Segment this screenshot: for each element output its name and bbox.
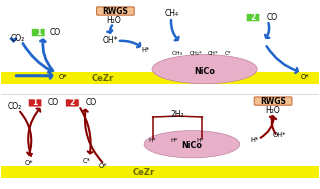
Text: 2: 2 — [251, 13, 256, 22]
FancyBboxPatch shape — [246, 14, 260, 22]
Text: O*: O* — [98, 163, 107, 169]
Text: 2: 2 — [70, 98, 75, 107]
Ellipse shape — [144, 131, 240, 158]
FancyBboxPatch shape — [32, 29, 45, 36]
Text: CH₃: CH₃ — [172, 51, 183, 56]
Text: 2H₂: 2H₂ — [171, 110, 184, 119]
Text: O*: O* — [301, 74, 309, 80]
Text: 1: 1 — [32, 98, 38, 107]
FancyBboxPatch shape — [97, 7, 134, 15]
Text: C*: C* — [83, 158, 91, 164]
Text: H*: H* — [251, 137, 259, 143]
Text: CO: CO — [267, 13, 278, 22]
Ellipse shape — [152, 55, 257, 84]
FancyBboxPatch shape — [66, 99, 79, 107]
Text: OH*: OH* — [273, 132, 286, 138]
FancyBboxPatch shape — [254, 97, 292, 105]
Bar — [1, 72, 319, 84]
Text: O*: O* — [59, 74, 67, 80]
FancyBboxPatch shape — [28, 99, 42, 107]
Text: OH*: OH* — [103, 36, 118, 45]
Text: H₂O: H₂O — [107, 16, 121, 25]
Text: CO: CO — [85, 98, 96, 107]
Text: H₂O: H₂O — [266, 106, 281, 115]
Text: H*: H* — [148, 138, 156, 143]
Text: CH₂*: CH₂* — [190, 51, 202, 56]
Text: CO₂: CO₂ — [11, 34, 25, 43]
Text: H*: H* — [196, 138, 204, 143]
Text: CeZr: CeZr — [133, 168, 155, 177]
Text: RWGS: RWGS — [102, 6, 128, 15]
Text: H*: H* — [171, 138, 178, 143]
Text: H*: H* — [141, 47, 150, 53]
Text: CH*: CH* — [208, 51, 219, 56]
Text: RWGS: RWGS — [260, 97, 286, 106]
Text: CeZr: CeZr — [92, 74, 114, 83]
Text: CO: CO — [48, 98, 59, 107]
Text: NiCo: NiCo — [181, 141, 202, 150]
Bar — [1, 166, 319, 178]
Text: NiCo: NiCo — [194, 67, 215, 76]
Text: O*: O* — [25, 160, 34, 166]
Text: C*: C* — [225, 51, 231, 56]
Text: 1: 1 — [36, 28, 41, 37]
Text: CO: CO — [50, 28, 61, 37]
Text: CH₄: CH₄ — [164, 9, 178, 18]
Text: CO₂: CO₂ — [8, 102, 22, 111]
